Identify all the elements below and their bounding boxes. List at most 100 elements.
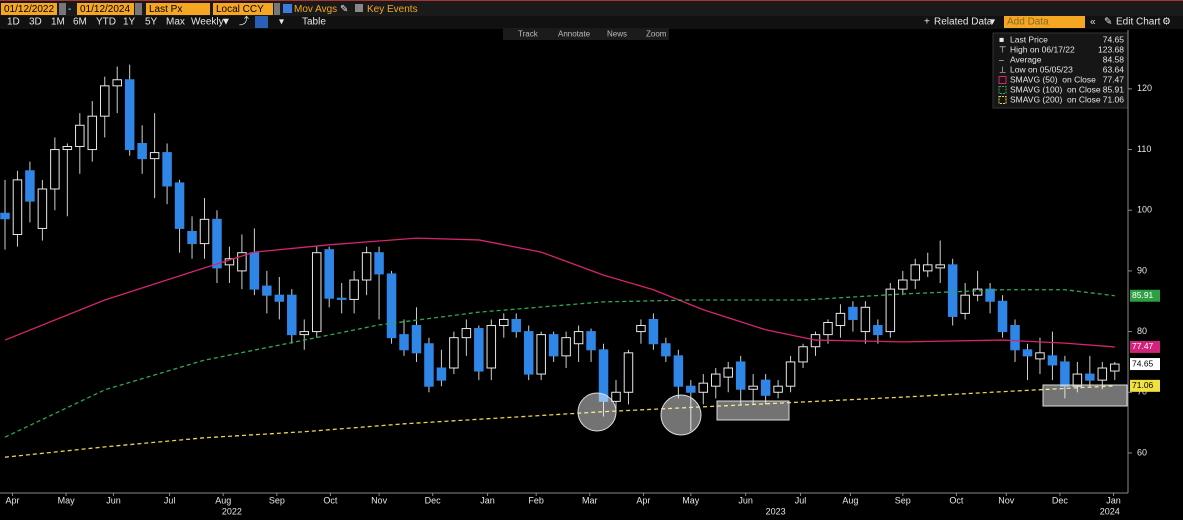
currency-input[interactable] bbox=[213, 3, 273, 15]
candle-body bbox=[324, 249, 334, 299]
candle-body bbox=[611, 391, 621, 402]
price-tag bbox=[1130, 358, 1160, 371]
moving-average bbox=[4, 289, 1115, 438]
table-button[interactable]: Table bbox=[302, 17, 326, 28]
dropdown-button[interactable] bbox=[59, 3, 66, 15]
candle-body bbox=[461, 328, 472, 339]
end-date-input[interactable] bbox=[77, 3, 134, 15]
period-button[interactable]: 1M bbox=[51, 17, 65, 28]
legend-icon: ⊥ bbox=[999, 64, 1007, 74]
tool-button[interactable]: Annotate bbox=[558, 30, 591, 39]
currency[interactable]: Local CCY bbox=[216, 4, 264, 15]
candle-body bbox=[474, 328, 484, 372]
x-tick-label: Mar bbox=[582, 495, 598, 505]
candle-body bbox=[686, 385, 696, 393]
candle-body bbox=[573, 331, 584, 345]
x-tick-label: Sep bbox=[269, 495, 285, 505]
candle-body bbox=[711, 373, 721, 387]
add-data[interactable]: Add Data bbox=[1007, 17, 1049, 28]
edit-icon[interactable]: ✎ bbox=[1104, 17, 1112, 28]
dropdown-arrow[interactable]: ▼ bbox=[221, 17, 231, 28]
candle-body bbox=[162, 152, 172, 187]
period-button[interactable]: 1Y bbox=[123, 17, 136, 28]
mov-avgs[interactable]: Mov Avgs bbox=[294, 4, 337, 15]
x-tick-label: Sep bbox=[895, 495, 911, 505]
y-tick-label: 80 bbox=[1137, 326, 1147, 336]
x-tick-label: May bbox=[682, 495, 700, 505]
candle-body bbox=[1035, 352, 1045, 360]
candle-body bbox=[598, 349, 609, 402]
candle-body bbox=[848, 306, 858, 320]
candle-body bbox=[1010, 325, 1020, 351]
period-button[interactable]: 3D bbox=[29, 17, 42, 28]
year-label: 2022 bbox=[222, 506, 242, 516]
end-date[interactable]: 01/12/2024 bbox=[80, 4, 130, 15]
legend-value: 63.64 bbox=[1103, 64, 1125, 74]
dropdown-button[interactable] bbox=[274, 3, 280, 15]
candle-body bbox=[548, 334, 559, 357]
x-tick-label: May bbox=[58, 495, 76, 505]
period-button[interactable]: 1D bbox=[7, 17, 20, 28]
settings-icon[interactable]: ⚙ bbox=[1162, 17, 1171, 28]
plot-area bbox=[0, 64, 1120, 458]
x-tick-label: Aug bbox=[215, 495, 231, 505]
key-events[interactable]: Key Events bbox=[367, 4, 418, 15]
candle-body bbox=[99, 85, 110, 117]
year-label: 2024 bbox=[1100, 506, 1120, 516]
x-tick-label: Nov bbox=[371, 495, 388, 505]
legend-label: Last Price bbox=[1010, 34, 1048, 44]
line-icon[interactable]: ⤴ bbox=[239, 15, 249, 28]
candle-body bbox=[499, 318, 509, 327]
edit-chart[interactable]: Edit Chart bbox=[1116, 17, 1161, 28]
candle-body bbox=[449, 337, 459, 369]
period-button[interactable]: 5Y bbox=[145, 17, 158, 28]
candle-body bbox=[199, 218, 210, 245]
candle-icon[interactable] bbox=[255, 16, 268, 28]
period-button[interactable]: Max bbox=[166, 17, 185, 28]
period-button[interactable]: 6M bbox=[73, 17, 87, 28]
frequency[interactable]: Weekly bbox=[191, 17, 224, 28]
highlight-circle bbox=[577, 392, 617, 432]
plus-icon[interactable]: + bbox=[924, 17, 930, 28]
dropdown-arrow[interactable]: ▾ bbox=[279, 17, 284, 28]
field-input[interactable] bbox=[146, 3, 210, 15]
dropdown-arrow[interactable]: ▾ bbox=[990, 17, 995, 28]
collapse-icon[interactable]: « bbox=[1090, 17, 1096, 28]
price-tag-label: 77.47 bbox=[1132, 341, 1154, 351]
legend-value: 84.58 bbox=[1103, 54, 1125, 64]
legend-box bbox=[992, 32, 1129, 109]
price-tag bbox=[1130, 379, 1160, 392]
period-button[interactable]: YTD bbox=[96, 17, 116, 28]
candle-body bbox=[1110, 363, 1120, 372]
tool-button[interactable]: News bbox=[607, 30, 627, 39]
candle-body bbox=[299, 331, 310, 336]
price-tag-label: 85.91 bbox=[1132, 290, 1154, 300]
tool-strip bbox=[503, 28, 669, 40]
x-tick-label: Jun bbox=[106, 495, 121, 505]
x-tick-label: Apr bbox=[636, 495, 650, 505]
y-tick-label: 110 bbox=[1137, 144, 1151, 154]
y-tick-label: 90 bbox=[1137, 265, 1147, 275]
axes: 60708090100110120AprMayJunJulAugSepOctNo… bbox=[0, 30, 1160, 516]
highlight-circle bbox=[660, 394, 702, 436]
candle-body bbox=[1060, 361, 1070, 387]
pencil-icon[interactable]: ✎ bbox=[340, 4, 348, 15]
dropdown-button[interactable] bbox=[135, 3, 142, 15]
add-data-input[interactable] bbox=[1004, 16, 1085, 28]
candle-body bbox=[149, 152, 160, 160]
start-date-input[interactable] bbox=[1, 3, 57, 15]
candle-body bbox=[62, 146, 73, 151]
checkbox[interactable] bbox=[283, 4, 292, 13]
tool-button[interactable]: Zoom bbox=[646, 30, 667, 39]
start-date[interactable]: 01/12/2022 bbox=[4, 4, 54, 15]
related-data[interactable]: Related Data bbox=[934, 17, 993, 28]
highlight-box bbox=[716, 400, 790, 421]
y-tick-label: 60 bbox=[1137, 447, 1147, 457]
candle-body bbox=[187, 230, 197, 245]
tool-button[interactable]: Track bbox=[518, 30, 539, 39]
candle-body bbox=[249, 252, 260, 290]
field[interactable]: Last Px bbox=[149, 4, 182, 15]
candle-body bbox=[960, 294, 970, 314]
checkbox[interactable] bbox=[355, 4, 363, 12]
